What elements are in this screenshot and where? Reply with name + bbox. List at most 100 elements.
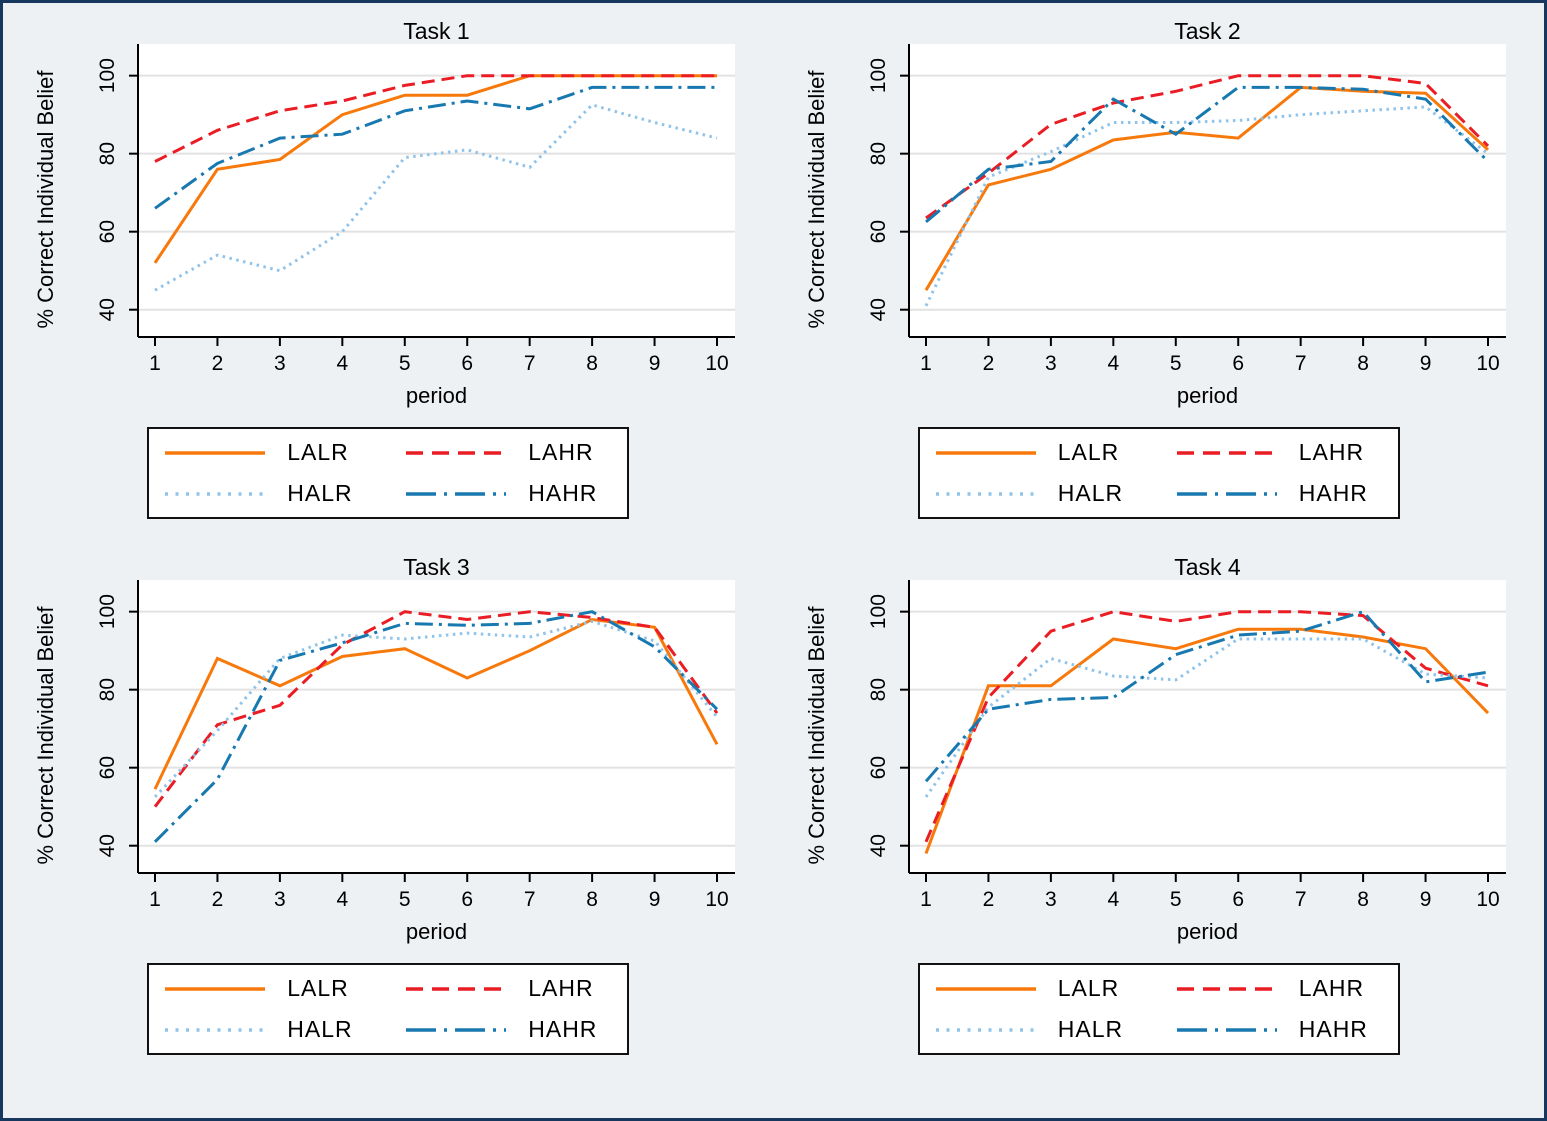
legend-entry-lalr: LALR [165, 975, 370, 1002]
lahr-line-sample [1176, 984, 1277, 994]
y-tick-label: 80 [96, 142, 119, 165]
y-axis-label: % Correct Individual Belief [804, 606, 829, 865]
x-tick-label: 7 [524, 352, 536, 375]
y-tick-label: 60 [96, 756, 119, 779]
y-tick-label: 40 [867, 298, 890, 321]
x-tick-label: 2 [982, 888, 994, 911]
plot-area [138, 580, 736, 873]
y-tick-label: 80 [867, 142, 890, 165]
x-tick-label: 9 [1419, 888, 1431, 911]
legend-sample-svg [406, 491, 507, 496]
chart-svg: 40 60 80 100 1 2 3 4 5 6 7 8 9 10 Task 4 period % Correc… [804, 554, 1506, 944]
lahr-line [924, 74, 1489, 220]
legend-sample-svg [406, 450, 507, 455]
halr-line-sample [935, 1025, 1036, 1035]
hahr-line [154, 610, 719, 843]
x-tick-label: 3 [274, 888, 286, 911]
y-tick-label: 40 [867, 834, 890, 857]
legend-sample-svg [1176, 986, 1277, 991]
lalr-line-sample [935, 984, 1036, 994]
legend-label-hahr: HAHR [1298, 1016, 1368, 1042]
x-tick-label: 1 [149, 352, 161, 375]
x-tick-label: 5 [1170, 888, 1182, 911]
x-tick-label: 10 [706, 352, 729, 375]
lalr-line-sample [165, 984, 266, 994]
y-tick-label: 100 [867, 594, 890, 629]
y-tick-label: 100 [96, 594, 119, 629]
halr-line [924, 637, 1488, 798]
plot-area [908, 44, 1506, 337]
chart-title: Task 4 [1174, 554, 1241, 580]
x-tick-label: 3 [1045, 888, 1057, 911]
x-tick-label: 5 [399, 352, 411, 375]
y-tick-label: 60 [96, 220, 119, 243]
lahr-line-sample [406, 448, 507, 458]
task-2-legend: LALR LAHR HALR HAHR [917, 427, 1400, 519]
x-tick-label: 10 [1476, 352, 1499, 375]
chart-svg: 40 60 80 100 1 2 3 4 5 6 7 8 9 10 Task 1 period % Correc… [33, 18, 736, 408]
chart-svg: 40 60 80 100 1 2 3 4 5 6 7 8 9 10 Task 2 period % Correc… [804, 18, 1506, 408]
chart-title: Task 1 [404, 18, 470, 44]
legend-label-hahr: HAHR [1298, 480, 1368, 506]
x-tick-label: 7 [1295, 888, 1307, 911]
legend-sample-svg [1176, 491, 1277, 496]
legend-entry-lahr: LAHR [406, 439, 611, 466]
task-4-chart: 40 60 80 100 1 2 3 4 5 6 7 8 9 10 Task 4 period % Correc… [784, 543, 1534, 953]
y-axis-label: % Correct Individual Belief [804, 70, 829, 329]
halr-line-sample [165, 1025, 266, 1035]
legend-label-lahr: LAHR [528, 439, 594, 465]
hahr-line [924, 85, 1489, 224]
chart-svg: 40 60 80 100 1 2 3 4 5 6 7 8 9 10 Task 3 period % Correc… [33, 554, 736, 944]
plot-area [138, 44, 736, 337]
x-tick-label: 6 [462, 888, 474, 911]
legend-entry-lalr: LALR [165, 439, 370, 466]
x-tick-label: 4 [1107, 888, 1119, 911]
legend-label-halr: HALR [1057, 1016, 1124, 1042]
chart-title: Task 3 [404, 554, 470, 580]
legend-sample-svg [935, 986, 1036, 991]
lalr-line-sample [935, 448, 1036, 458]
y-tick-label: 40 [96, 834, 119, 857]
y-tick-label: 80 [96, 678, 119, 701]
x-tick-label: 10 [706, 888, 729, 911]
legend-label-hahr: HAHR [528, 1016, 598, 1042]
x-tick-label: 6 [1232, 352, 1244, 375]
x-tick-label: 7 [1295, 352, 1307, 375]
x-axis-label: period [406, 383, 467, 408]
x-tick-label: 9 [649, 352, 661, 375]
y-tick-label: 60 [867, 756, 890, 779]
legend-label-lahr: LAHR [528, 975, 594, 1001]
lahr-line-sample [1176, 448, 1277, 458]
hahr-line-sample [406, 489, 507, 499]
task-4-legend: LALR LAHR HALR HAHR [917, 963, 1400, 1055]
halr-line-sample [935, 489, 1036, 499]
task-3-chart: 40 60 80 100 1 2 3 4 5 6 7 8 9 10 Task 3 period % Correc… [13, 543, 763, 953]
hahr-line [154, 85, 718, 210]
x-tick-label: 8 [587, 888, 599, 911]
legend-entry-halr: HALR [935, 1016, 1141, 1043]
task-1-chart: 40 60 80 100 1 2 3 4 5 6 7 8 9 10 Task 1 period % Correc… [13, 7, 763, 417]
lahr-line-sample [406, 984, 507, 994]
legend-sample-svg [165, 1027, 266, 1032]
column-left-bottom: 40 60 80 100 1 2 3 4 5 6 7 8 9 10 Task 3 period % Correc… [3, 543, 774, 1079]
x-tick-label: 8 [587, 352, 599, 375]
legend-entry-lahr: LAHR [406, 975, 611, 1002]
x-tick-label: 1 [920, 888, 932, 911]
legend-entry-halr: HALR [165, 1016, 370, 1043]
legend-entry-hahr: HAHR [406, 1016, 611, 1043]
x-axis-label: period [1177, 383, 1238, 408]
x-tick-label: 10 [1476, 888, 1499, 911]
legend-label-lalr: LALR [1057, 439, 1120, 465]
task-1-legend: LALR LAHR HALR HAHR [147, 427, 630, 519]
legend-entry-lalr: LALR [935, 975, 1141, 1002]
hahr-line-sample [406, 1025, 507, 1035]
legend-entry-lahr: LAHR [1176, 975, 1382, 1002]
x-tick-label: 9 [649, 888, 661, 911]
legend-sample-svg [935, 1027, 1036, 1032]
lalr-line [924, 85, 1489, 291]
halr-line-sample [165, 489, 266, 499]
x-tick-label: 5 [399, 888, 411, 911]
column-right-bottom: 40 60 80 100 1 2 3 4 5 6 7 8 9 10 Task 4 period % Correc… [774, 543, 1545, 1079]
lahr-line [924, 610, 1489, 843]
